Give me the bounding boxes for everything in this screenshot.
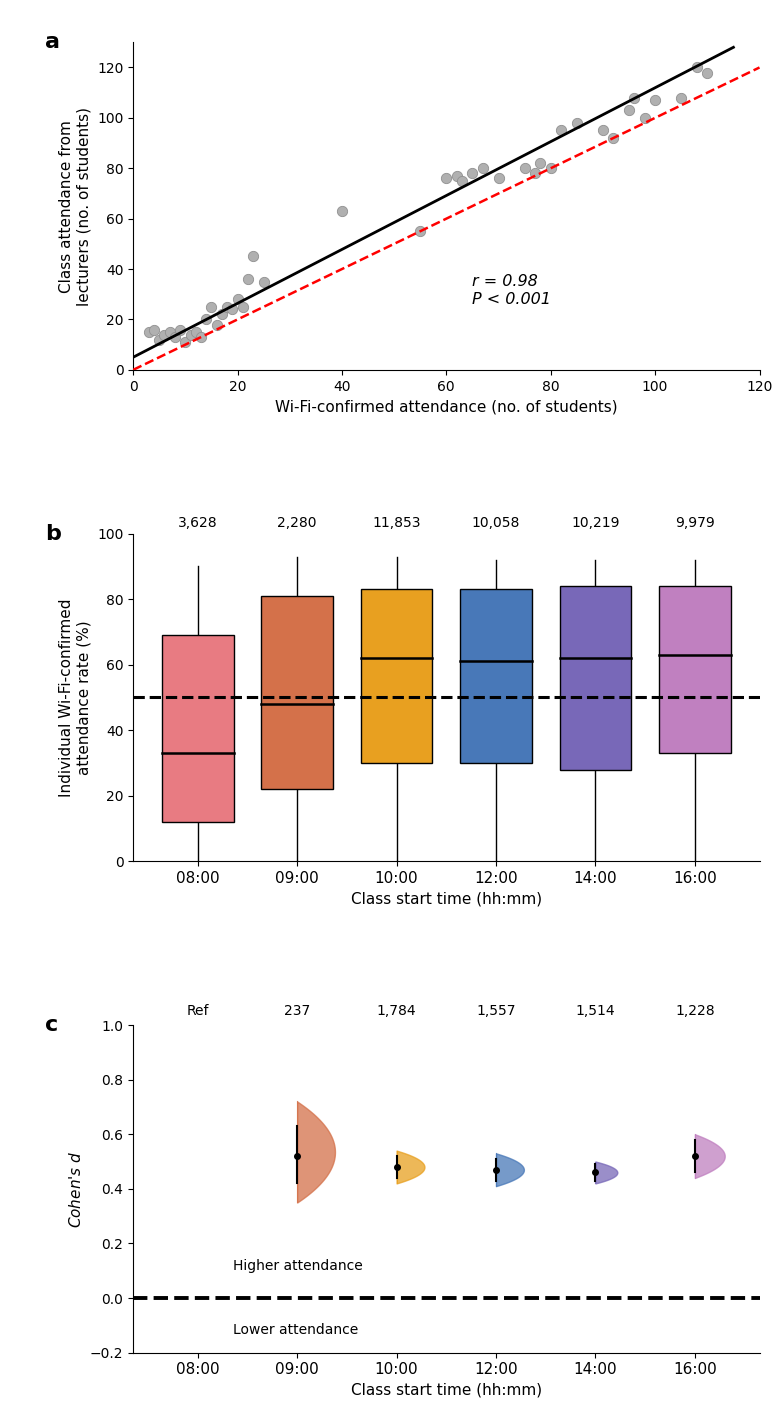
Point [200,309,212,331]
Text: 3,628: 3,628 [178,516,218,530]
Point [529,162,541,185]
Point [179,331,192,354]
Point [189,321,202,344]
Text: Ref: Ref [186,1005,209,1019]
Point [440,168,453,190]
Point [493,168,505,190]
Point [211,313,223,335]
Text: 10,058: 10,058 [472,516,520,530]
Point [607,127,619,149]
X-axis label: Class start time (hh:mm): Class start time (hh:mm) [351,892,542,906]
Bar [361,589,432,764]
Point [571,111,583,134]
Point [450,165,463,187]
Text: b: b [45,524,61,544]
Point [174,318,186,341]
Text: Higher attendance: Higher attendance [233,1260,363,1274]
Bar [162,635,233,821]
Point [236,296,249,318]
Bar [560,586,631,769]
Point [215,303,228,325]
Text: 1,557: 1,557 [476,1005,516,1019]
X-axis label: Class start time (hh:mm): Class start time (hh:mm) [351,1382,542,1398]
Point [477,156,489,179]
Point [466,162,478,185]
Point [148,318,161,341]
Point [649,89,662,111]
Text: r = 0.98
P < 0.001: r = 0.98 P < 0.001 [472,275,551,307]
Text: a: a [45,32,60,52]
Point [701,61,713,83]
Point [226,299,239,321]
Point [628,86,640,108]
Text: 237: 237 [284,1005,310,1019]
Point [518,156,531,179]
X-axis label: Wi-Fi-confirmed attendance (no. of students): Wi-Fi-confirmed attendance (no. of stude… [275,399,618,414]
Text: 2,280: 2,280 [277,516,317,530]
Text: 10,219: 10,219 [572,516,619,530]
Point [247,245,259,268]
Text: 9,979: 9,979 [675,516,715,530]
Text: Lower attendance: Lower attendance [233,1323,358,1337]
Text: 1,514: 1,514 [576,1005,615,1019]
Point [675,86,687,108]
Point [638,107,651,130]
Point [597,120,609,142]
Point [534,152,547,175]
Text: 1,228: 1,228 [675,1005,715,1019]
Text: 1,784: 1,784 [377,1005,417,1019]
Text: 11,853: 11,853 [373,516,420,530]
Point [691,56,703,79]
Point [168,325,181,348]
Point [336,200,348,223]
Point [143,321,155,344]
Point [414,220,427,242]
Point [164,321,176,344]
Point [622,99,635,121]
Text: c: c [45,1016,59,1036]
Point [544,156,557,179]
Bar [460,589,532,764]
Y-axis label: Individual Wi-Fi-confirmed
attendance rate (%): Individual Wi-Fi-confirmed attendance ra… [59,599,92,796]
Point [242,268,254,290]
Point [231,287,244,310]
Point [258,271,270,293]
Bar [262,596,333,789]
Point [221,296,233,318]
Point [153,328,165,351]
Point [195,325,207,348]
Y-axis label: Class attendance from
lecturers (no. of students): Class attendance from lecturers (no. of … [59,107,92,306]
Y-axis label: Cohen's $d$: Cohen's $d$ [68,1150,85,1227]
Point [158,323,171,345]
Point [205,296,218,318]
Point [456,169,468,192]
Point [555,120,568,142]
Point [184,323,197,345]
Bar [659,586,731,754]
